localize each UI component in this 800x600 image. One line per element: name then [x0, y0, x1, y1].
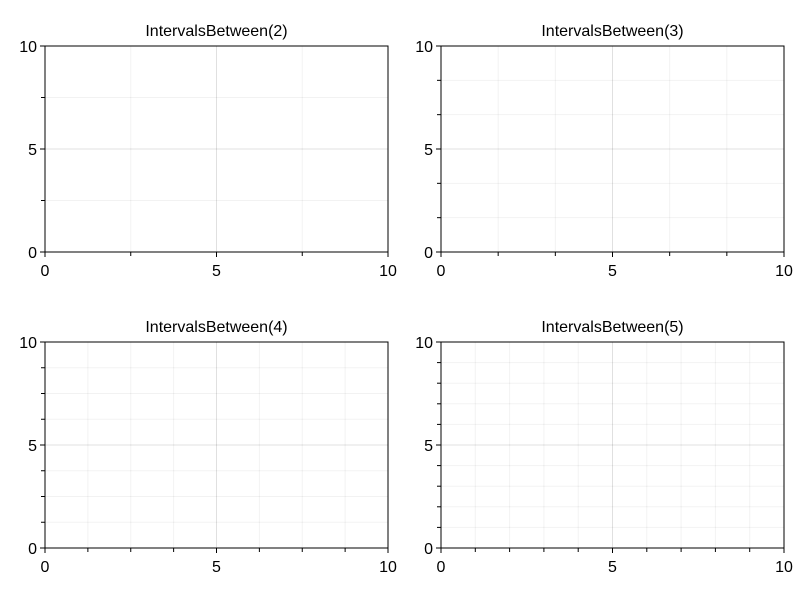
subplot-4: 0 5 10 0 5 10 IntervalsBetween(5): [415, 319, 793, 576]
subplot-2: 0 5 10 0 5 10 IntervalsBetween(3): [415, 23, 793, 280]
x-tick-label: 5: [212, 263, 221, 280]
y-tick-label: 10: [19, 335, 37, 352]
subplot-title: IntervalsBetween(5): [541, 319, 683, 336]
subplot-1: 0 5 10 0 5 10 IntervalsBetween(2): [19, 23, 397, 280]
x-tick-label: 0: [437, 263, 446, 280]
y-tick-label: 5: [424, 142, 433, 159]
y-tick-label: 5: [28, 142, 37, 159]
x-tick-label: 5: [212, 559, 221, 576]
x-tick-label: 10: [379, 263, 397, 280]
x-tick-label: 10: [775, 559, 793, 576]
x-tick-label: 5: [608, 263, 617, 280]
subplot-title: IntervalsBetween(2): [145, 23, 287, 40]
y-tick-label: 5: [28, 438, 37, 455]
y-tick-label: 0: [424, 541, 433, 558]
y-tick-label: 5: [424, 438, 433, 455]
y-tick-label: 10: [415, 335, 433, 352]
subplot-title: IntervalsBetween(3): [541, 23, 683, 40]
x-tick-label: 10: [379, 559, 397, 576]
subplot-title: IntervalsBetween(4): [145, 319, 287, 336]
y-tick-label: 0: [28, 245, 37, 262]
x-tick-label: 0: [437, 559, 446, 576]
y-tick-label: 10: [19, 39, 37, 56]
x-tick-label: 0: [41, 559, 50, 576]
y-tick-label: 10: [415, 39, 433, 56]
x-tick-label: 5: [608, 559, 617, 576]
x-tick-label: 10: [775, 263, 793, 280]
y-tick-label: 0: [424, 245, 433, 262]
subplot-3: 0 5 10 0 5 10 IntervalsBetween(4): [19, 319, 397, 576]
x-tick-label: 0: [41, 263, 50, 280]
y-tick-label: 0: [28, 541, 37, 558]
